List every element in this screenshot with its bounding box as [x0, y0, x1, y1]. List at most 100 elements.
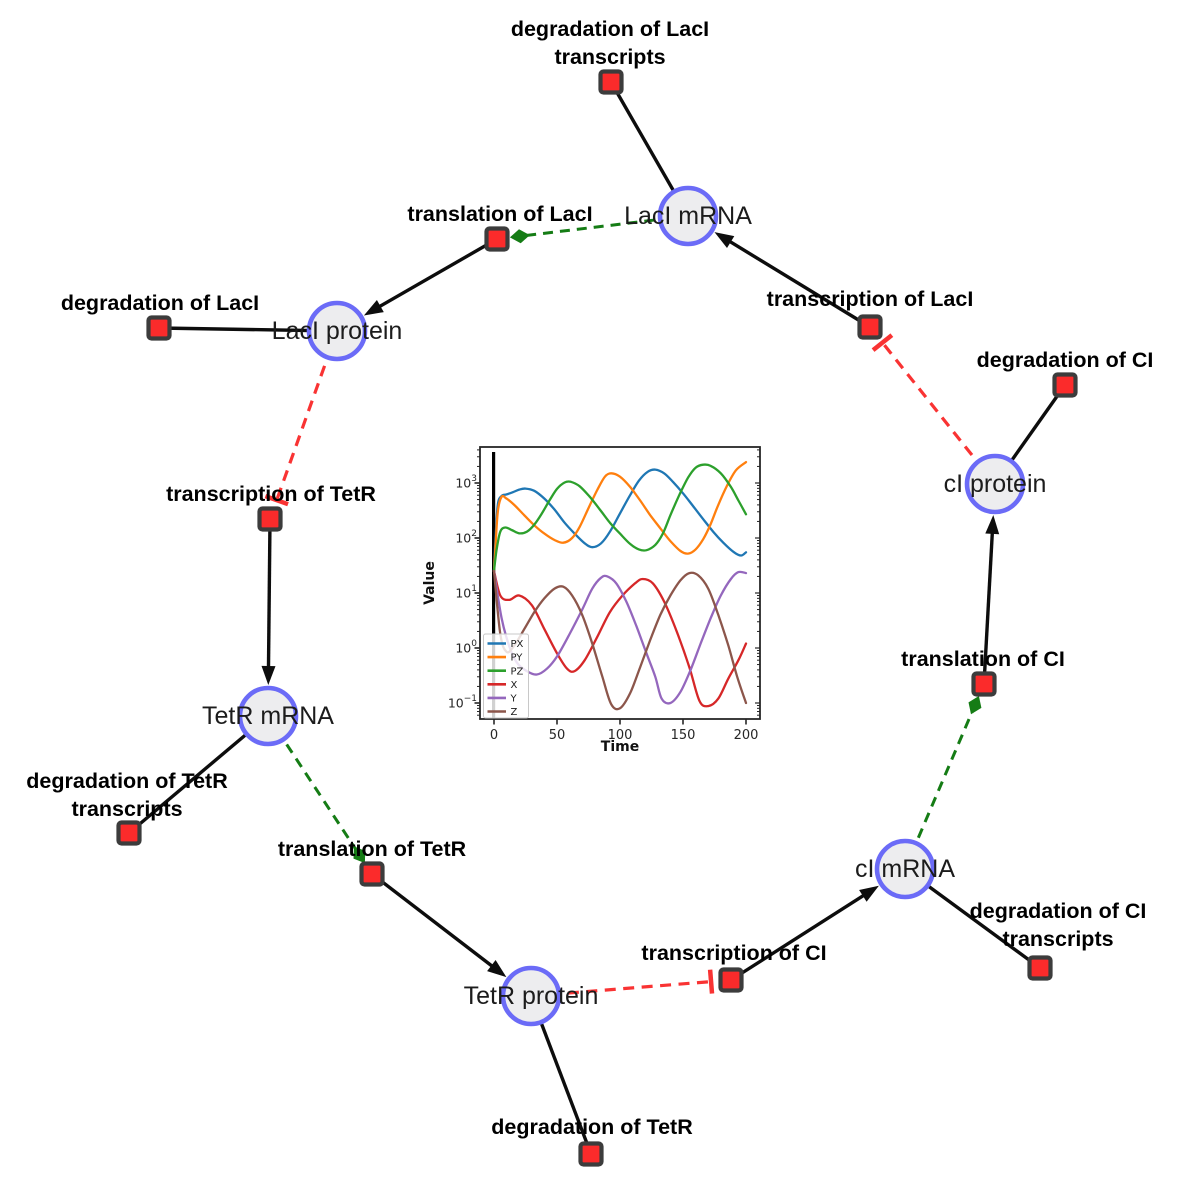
- y-tick-exponent: 3: [471, 474, 477, 484]
- species-node-laci-protein[interactable]: [306, 300, 368, 362]
- reaction-label-line: transcripts: [1002, 927, 1113, 951]
- edge-product-transcription-of-tetr--tetr-mrna: [261, 518, 276, 685]
- reaction-node-transcription-of-ci[interactable]: [718, 967, 744, 993]
- reaction-node-degradation-of-laci-transcripts[interactable]: [598, 69, 624, 95]
- y-tick-label: 100: [455, 639, 477, 656]
- reaction-label-line: degradation of TetR: [26, 769, 228, 793]
- y-tick-exponent: 0: [471, 639, 477, 649]
- reaction-label-line: transcripts: [554, 45, 665, 69]
- y-tick-label: 101: [455, 584, 477, 601]
- reaction-node-transcription-of-tetr[interactable]: [257, 506, 283, 532]
- edge-product-transcription-of-ci--ci-mrna: [730, 885, 879, 982]
- reaction-label-line: degradation of TetR: [491, 1115, 693, 1139]
- reaction-node-transcription-of-laci[interactable]: [857, 314, 883, 340]
- reaction-label-translation-of-ci: translation of CI: [901, 647, 1065, 671]
- reaction-label-translation-of-laci: translation of LacI: [407, 202, 592, 226]
- edge-inhibition-tetr-protein--transcription-of-ci: [530, 969, 715, 998]
- edge-product-translation-of-laci--laci-protein: [363, 237, 498, 316]
- legend-label-PY: PY: [511, 653, 524, 664]
- reaction-node-degradation-of-ci-transcripts[interactable]: [1027, 955, 1053, 981]
- plot-figure-background: [423, 436, 775, 766]
- y-tick-exponent: 2: [471, 529, 477, 539]
- reaction-label-line: degradation of LacI: [511, 17, 709, 41]
- reaction-label-line: transcripts: [71, 797, 182, 821]
- plot-series-PZ: [492, 463, 748, 573]
- reaction-label-degradation-of-ci: degradation of CI: [977, 348, 1154, 372]
- x-tick-label: 150: [671, 728, 696, 743]
- legend-label-Y: Y: [510, 694, 518, 705]
- y-tick-exponent: 1: [471, 584, 477, 594]
- y-axis-title: Value: [422, 561, 438, 605]
- arrowhead-icon: [363, 300, 384, 316]
- reaction-label-line: degradation of LacI: [61, 291, 259, 315]
- diamond-arrowhead-icon: [968, 696, 982, 715]
- arrowhead-icon: [714, 232, 735, 248]
- edge-inhibition-laci-protein--transcription-of-tetr: [264, 330, 339, 507]
- y-tick-base: 10: [455, 586, 471, 601]
- plot-series-Y: [492, 569, 748, 705]
- reaction-label-line: transcription of LacI: [767, 287, 974, 311]
- reaction-node-degradation-of-tetr-transcripts[interactable]: [116, 820, 142, 846]
- species-label-laci-mrna: LacI mRNA: [624, 202, 752, 230]
- timecourse-plot: 0 50 100 150 20010−1100101102103TimeValuePXP…: [422, 436, 775, 766]
- arrowhead-icon: [261, 665, 276, 685]
- reaction-node-translation-of-tetr[interactable]: [359, 861, 385, 887]
- reaction-label-degradation-of-ci-transcripts: degradation of CI transcripts: [970, 899, 1147, 951]
- edge-modifier-ci-mrna--translation-of-ci: [903, 696, 982, 870]
- x-tick-label: 100: [608, 728, 633, 743]
- reaction-label-line: translation of LacI: [407, 202, 592, 226]
- reaction-label-degradation-of-laci: degradation of LacI: [61, 291, 259, 315]
- x-axis-title: Time: [601, 739, 639, 755]
- y-tick-label: 102: [455, 529, 477, 546]
- edge-modifier-laci-mrna--translation-of-laci: [509, 214, 689, 244]
- legend-label-PZ: PZ: [511, 666, 524, 677]
- reaction-label-degradation-of-tetr-transcripts: degradation of TetR transcripts: [26, 769, 228, 821]
- plot-series-PX: [492, 468, 748, 573]
- legend-label-Z: Z: [511, 707, 518, 718]
- species-node-tetr-protein[interactable]: [500, 965, 562, 1027]
- arrowhead-icon: [859, 885, 879, 902]
- reaction-label-transcription-of-tetr: transcription of TetR: [166, 482, 376, 506]
- reaction-node-degradation-of-ci[interactable]: [1052, 372, 1078, 398]
- x-tick-label: 50: [549, 728, 566, 743]
- edge-product-transcription-of-laci--laci-mrna: [714, 232, 871, 329]
- species-node-laci-mrna[interactable]: [657, 185, 719, 247]
- y-tick-base: 10: [448, 696, 464, 711]
- species-node-ci-protein[interactable]: [964, 453, 1026, 515]
- diamond-arrowhead-icon: [509, 229, 530, 244]
- arrowhead-icon: [487, 960, 507, 978]
- species-label-tetr-mrna: TetR mRNA: [202, 702, 334, 730]
- reaction-node-degradation-of-laci[interactable]: [146, 315, 172, 341]
- plot-series-layer: [492, 460, 748, 711]
- legend-label-PX: PX: [511, 639, 524, 650]
- plot-series-PY: [492, 460, 748, 573]
- edge-inhibition-ci-protein--transcription-of-laci: [871, 333, 997, 485]
- reaction-label-transcription-of-ci: transcription of CI: [641, 941, 826, 965]
- reaction-label-line: transcription of TetR: [166, 482, 376, 506]
- species-node-ci-mrna[interactable]: [874, 838, 936, 900]
- nodes-layer: [116, 69, 1078, 1167]
- y-tick-label: 103: [455, 474, 477, 491]
- species-label-ci-protein: cI protein: [944, 470, 1047, 498]
- reaction-label-degradation-of-tetr: degradation of TetR: [491, 1115, 693, 1139]
- y-tick-exponent: −1: [464, 694, 477, 704]
- species-label-ci-mrna: cI mRNA: [855, 855, 955, 883]
- x-tick-label: 0: [490, 728, 498, 743]
- reaction-label-line: translation of TetR: [278, 837, 467, 861]
- reaction-node-degradation-of-tetr[interactable]: [578, 1141, 604, 1167]
- tbar-inhibitor-icon: [871, 333, 894, 352]
- tbar-inhibitor-icon: [707, 969, 715, 994]
- plot-legend: PX PY PZ XYZ: [483, 633, 529, 719]
- reaction-node-translation-of-laci[interactable]: [484, 226, 510, 252]
- species-node-tetr-mrna[interactable]: [237, 685, 299, 747]
- diamond-arrowhead-icon: [353, 846, 366, 864]
- reaction-node-translation-of-ci[interactable]: [971, 671, 997, 697]
- legend-label-X: X: [511, 680, 518, 691]
- edge-product-translation-of-tetr--tetr-protein: [370, 872, 507, 978]
- edge-product-translation-of-ci--ci-protein: [982, 515, 1000, 685]
- reaction-label-line: translation of CI: [901, 647, 1065, 671]
- arrowhead-icon: [985, 515, 1000, 535]
- species-label-laci-protein: LacI protein: [272, 317, 403, 345]
- x-tick-label: 200: [734, 728, 759, 743]
